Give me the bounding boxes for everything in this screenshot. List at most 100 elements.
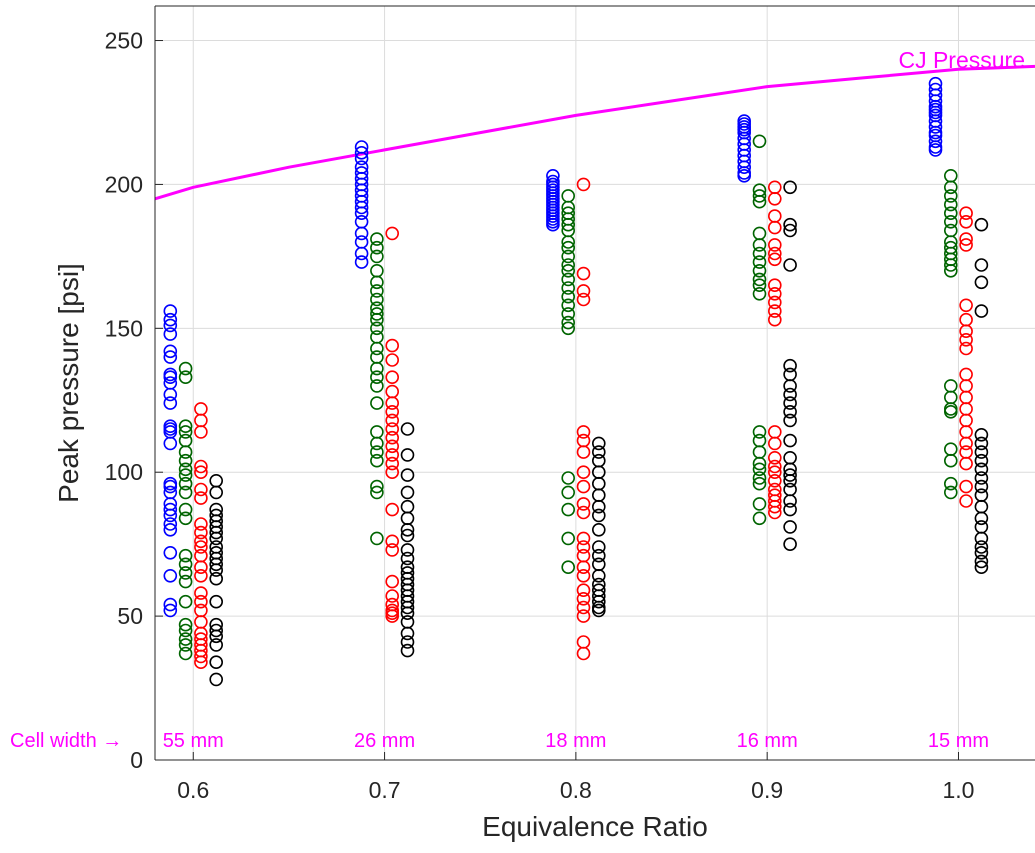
- y-tick-label: 250: [105, 28, 143, 54]
- data-point: [209, 485, 223, 500]
- data-point: [974, 436, 989, 451]
- data-point: [370, 240, 384, 255]
- data-point: [576, 266, 591, 281]
- data-point: [385, 465, 400, 480]
- data-point: [209, 525, 223, 540]
- x-tick-label: 0.8: [560, 777, 592, 803]
- data-point: [194, 568, 208, 583]
- data-point: [163, 508, 178, 523]
- data-point: [974, 462, 989, 477]
- data-point: [370, 396, 384, 410]
- data-point: [943, 206, 958, 220]
- data-point: [178, 632, 193, 646]
- data-point: [370, 249, 384, 264]
- data-point: [163, 327, 178, 341]
- data-point: [943, 476, 958, 491]
- data-point: [752, 425, 767, 439]
- data-point: [561, 258, 576, 272]
- cell-width-label: 15 mm: [928, 730, 989, 752]
- data-point: [959, 215, 973, 229]
- data-point: [400, 422, 415, 436]
- data-point: [178, 557, 193, 572]
- data-point: [178, 574, 193, 589]
- data-point: [576, 445, 591, 459]
- data-point: [943, 258, 958, 272]
- data-point: [752, 134, 767, 149]
- data-point: [385, 448, 400, 462]
- data-point: [194, 482, 208, 497]
- data-point: [163, 479, 178, 494]
- data-point: [576, 465, 591, 480]
- data-point: [209, 594, 223, 609]
- x-tick-labels: 0.6 0.7 0.8 0.9 1.0: [177, 777, 974, 803]
- data-point: [943, 180, 958, 195]
- data-point: [354, 200, 369, 215]
- data-point: [385, 353, 400, 367]
- data-point: [163, 312, 178, 327]
- data-point: [943, 215, 958, 229]
- data-point: [752, 272, 767, 287]
- data-point: [959, 456, 973, 471]
- data-point: [783, 537, 797, 552]
- data-point: [400, 600, 415, 615]
- data-point: [752, 246, 767, 261]
- data-point: [591, 436, 606, 451]
- data-point: [974, 471, 989, 485]
- data-point: [959, 494, 973, 508]
- data-point: [178, 623, 193, 638]
- data-point: [783, 502, 797, 517]
- data-point: [561, 485, 576, 500]
- data-point: [385, 456, 400, 471]
- data-point: [385, 439, 400, 454]
- data-point: [209, 563, 223, 577]
- data-point: [194, 655, 208, 670]
- y-tick-label: 200: [105, 171, 143, 197]
- y-tick-label: 0: [130, 747, 143, 773]
- data-point: [178, 476, 193, 491]
- data-point: [194, 491, 208, 505]
- data-point: [974, 445, 989, 459]
- data-point: [400, 626, 415, 641]
- data-point: [943, 404, 958, 419]
- data-point: [370, 370, 384, 385]
- data-point: [783, 413, 797, 428]
- data-point: [385, 338, 400, 353]
- data-point: [752, 497, 767, 511]
- data-point: [561, 249, 576, 264]
- data-point: [783, 404, 797, 419]
- data-point: [591, 548, 606, 563]
- data-point: [591, 445, 606, 459]
- cell-width-label: 16 mm: [737, 730, 798, 752]
- x-tick-label: 0.6: [177, 777, 209, 803]
- cell-width-prefix: Cell width →: [10, 730, 122, 752]
- data-point: [737, 160, 752, 174]
- data-point: [385, 543, 400, 557]
- data-point: [974, 531, 989, 546]
- data-point: [576, 600, 591, 615]
- data-point: [783, 473, 797, 488]
- data-point: [767, 304, 782, 318]
- data-point: [178, 502, 193, 517]
- data-point: [767, 459, 782, 474]
- data-point: [767, 220, 782, 235]
- data-point: [767, 238, 782, 252]
- data-point: [400, 448, 415, 462]
- data-point: [974, 545, 989, 560]
- data-point: [194, 517, 208, 531]
- data-point: [370, 379, 384, 393]
- data-point: [591, 603, 606, 618]
- data-point: [576, 479, 591, 494]
- x-axis-title: Equivalence Ratio: [482, 811, 708, 842]
- data-point: [209, 531, 223, 546]
- data-point: [767, 312, 782, 327]
- data-point: [194, 534, 208, 549]
- data-point: [163, 517, 178, 531]
- data-point: [385, 430, 400, 445]
- x-tick-label: 0.7: [369, 777, 401, 803]
- data-point: [752, 456, 767, 471]
- data-point: [767, 465, 782, 480]
- data-point: [400, 635, 415, 649]
- axes: [154, 5, 1035, 761]
- data-point: [561, 315, 576, 330]
